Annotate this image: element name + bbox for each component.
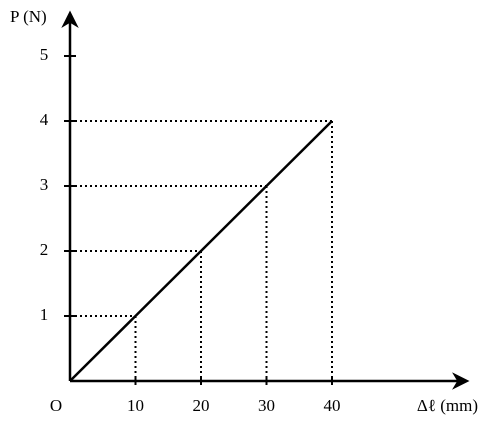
- y-tick-label: 2: [40, 240, 49, 259]
- y-tick-label: 4: [40, 110, 49, 129]
- x-tick-label: 20: [193, 396, 210, 415]
- x-tick-label: 30: [258, 396, 275, 415]
- data-line: [69, 120, 333, 382]
- x-tick-label: 10: [127, 396, 144, 415]
- y-tick-label: 1: [40, 305, 49, 324]
- x-tick-label: 40: [324, 396, 341, 415]
- origin-label: O: [50, 396, 62, 415]
- y-tick-label: 3: [40, 175, 49, 194]
- x-axis-label: Δℓ (mm): [417, 396, 478, 415]
- y-tick-label: 5: [40, 45, 49, 64]
- y-axis-label: P (N): [10, 7, 47, 26]
